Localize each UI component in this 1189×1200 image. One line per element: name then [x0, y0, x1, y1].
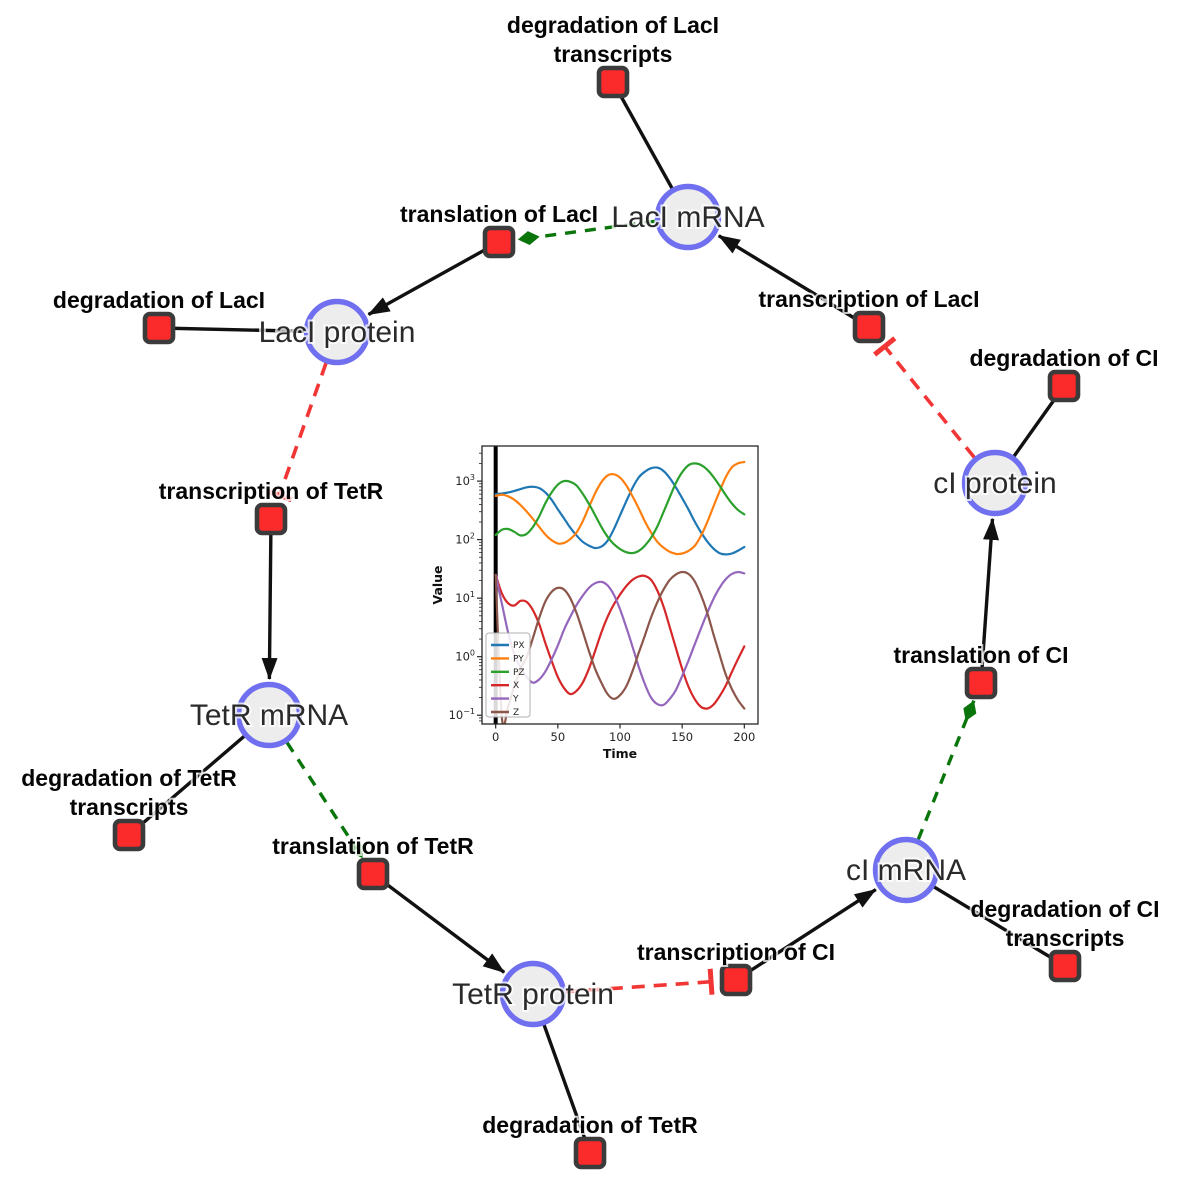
edge-production-tx-ci-ci-mrna — [735, 888, 877, 982]
edge-modifier-tetr-mrna-tl-tetr — [285, 741, 365, 860]
legend: PX PY PZ XYZ — [485, 632, 531, 718]
legend-label-pz: PZ — [513, 668, 525, 678]
series-line-pz — [494, 462, 746, 555]
series-line-x — [494, 573, 746, 710]
reaction-node-deg-tetr[interactable] — [573, 1136, 607, 1170]
edge-inhibition-ci-protein-tx-laci — [873, 336, 976, 459]
edge-production-tx-laci-laci-mrna — [717, 234, 870, 329]
legend-box — [485, 632, 531, 718]
y-tick-label: 10−1 — [449, 707, 475, 722]
x-tick-label: 0 — [492, 730, 499, 744]
species-node-ci-protein[interactable] — [961, 449, 1029, 517]
reaction-node-tl-ci[interactable] — [964, 666, 998, 700]
y-tick-label: 102 — [455, 532, 475, 547]
reaction-node-tx-tetr[interactable] — [254, 502, 288, 536]
edge-modifier-laci-mrna-tl-laci — [517, 219, 656, 246]
reaction-label-deg-laci-tx-line2: transcripts — [554, 41, 673, 67]
x-tick-label: 50 — [551, 730, 566, 744]
series-line-y — [494, 570, 746, 707]
reaction-label-deg-tetr-tx-line2: transcripts — [70, 794, 189, 820]
species-label-ci-mrna: cI mRNA — [846, 854, 966, 887]
series-line-py — [494, 460, 746, 556]
y-tick-label: 101 — [455, 590, 475, 605]
series-line-px — [494, 466, 746, 556]
species-label-ci-protein: cI protein — [933, 467, 1056, 500]
legend-label-y: Y — [512, 695, 519, 705]
reaction-node-deg-laci-tx[interactable] — [596, 65, 630, 99]
reaction-label-tx-ci-line1: transcription of CI — [637, 939, 835, 965]
x-tick-label: 100 — [609, 730, 631, 744]
edge-production-tl-laci-laci-protein — [367, 240, 500, 317]
edge-inhibition-tetr-protein-tx-ci — [565, 968, 715, 995]
reaction-label-deg-laci-line1: degradation of LacI — [53, 287, 265, 313]
x-tick-label: 150 — [671, 730, 693, 744]
reaction-label-tx-tetr-line1: transcription of TetR — [159, 478, 384, 504]
species-node-laci-protein[interactable] — [303, 298, 371, 366]
reaction-node-tl-laci[interactable] — [482, 225, 516, 259]
reaction-node-tl-tetr[interactable] — [356, 857, 390, 891]
edge-inhibition-laci-protein-tx-tetr — [266, 362, 328, 503]
reaction-label-deg-ci-line1: degradation of CI — [969, 345, 1158, 371]
x-tick-label: 200 — [733, 730, 755, 744]
reaction-node-tx-ci[interactable] — [719, 963, 753, 997]
reaction-label-tx-laci-line1: transcription of LacI — [758, 286, 979, 312]
reaction-node-deg-ci[interactable] — [1047, 369, 1081, 403]
species-label-laci-mrna: LacI mRNA — [611, 201, 764, 234]
reaction-label-tl-laci-line1: translation of LacI — [400, 201, 598, 227]
reaction-label-deg-ci-tx-line1: degradation of CI — [970, 896, 1159, 922]
series-layer — [494, 460, 746, 724]
y-axis-title: Value — [430, 565, 445, 604]
reaction-label-tl-tetr-line1: translation of TetR — [272, 833, 474, 859]
reaction-node-deg-laci[interactable] — [142, 311, 176, 345]
reaction-label-deg-tetr-line1: degradation of TetR — [482, 1112, 698, 1138]
reaction-label-deg-laci-tx-line1: degradation of LacI — [507, 12, 719, 38]
species-label-laci-protein: LacI protein — [259, 316, 416, 349]
reaction-node-tx-laci[interactable] — [852, 310, 886, 344]
edge-production-tx-tetr-tetr-mrna — [261, 518, 278, 681]
legend-label-x: X — [513, 681, 519, 691]
species-node-laci-mrna[interactable] — [654, 183, 722, 251]
legend-label-px: PX — [513, 641, 525, 651]
legend-label-z: Z — [513, 708, 519, 718]
reaction-label-tl-ci-line1: translation of CI — [893, 642, 1068, 668]
reaction-label-deg-tetr-tx-line1: degradation of TetR — [21, 765, 237, 791]
reaction-node-deg-tetr-tx[interactable] — [112, 818, 146, 852]
series-line-z — [494, 570, 746, 724]
species-label-tetr-mrna: TetR mRNA — [190, 699, 348, 732]
species-node-tetr-mrna[interactable] — [235, 681, 303, 749]
legend-label-py: PY — [513, 654, 524, 664]
edge-modifier-ci-mrna-tl-ci — [916, 700, 977, 841]
y-tick-label: 100 — [455, 649, 475, 664]
edge-production-tl-tetr-tetr-protein — [371, 872, 506, 974]
reaction-label-deg-ci-tx-line2: transcripts — [1006, 925, 1125, 951]
species-label-tetr-protein: TetR protein — [452, 978, 614, 1011]
reaction-node-deg-ci-tx[interactable] — [1048, 949, 1082, 983]
simulation-plot: 0 50 100 150 20010310210110010−1TimeValuePXP… — [430, 438, 776, 770]
labels-layer: degradation of LacI transcripts translatio… — [19, 10, 1161, 1140]
edge-production-tl-ci-ci-protein — [979, 517, 1000, 684]
x-axis-title: Time — [603, 746, 637, 761]
species-node-tetr-protein[interactable] — [499, 960, 567, 1028]
nodes-layer — [112, 65, 1082, 1170]
species-node-ci-mrna[interactable] — [872, 836, 940, 904]
y-tick-label: 103 — [455, 473, 475, 488]
